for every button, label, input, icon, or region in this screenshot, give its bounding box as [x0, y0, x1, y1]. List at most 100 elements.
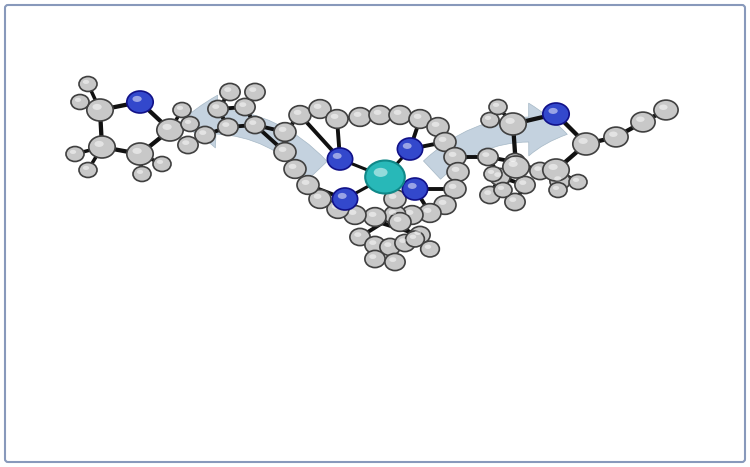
Ellipse shape — [394, 217, 401, 222]
Ellipse shape — [550, 172, 570, 190]
Ellipse shape — [157, 160, 164, 164]
Ellipse shape — [636, 116, 644, 122]
Ellipse shape — [388, 194, 397, 199]
Ellipse shape — [444, 180, 466, 198]
Ellipse shape — [92, 104, 102, 110]
Ellipse shape — [424, 245, 431, 249]
Ellipse shape — [515, 177, 535, 194]
Ellipse shape — [573, 178, 579, 182]
Ellipse shape — [493, 103, 500, 107]
Ellipse shape — [349, 210, 356, 215]
Ellipse shape — [350, 228, 370, 246]
Ellipse shape — [369, 240, 376, 245]
Ellipse shape — [388, 210, 397, 215]
Ellipse shape — [578, 138, 588, 144]
Ellipse shape — [133, 167, 151, 182]
Ellipse shape — [326, 110, 348, 128]
Ellipse shape — [549, 183, 567, 198]
Ellipse shape — [327, 200, 349, 219]
Ellipse shape — [414, 230, 422, 235]
Ellipse shape — [94, 141, 104, 147]
Ellipse shape — [212, 104, 219, 109]
Ellipse shape — [380, 239, 400, 255]
Ellipse shape — [338, 193, 346, 199]
Ellipse shape — [181, 117, 199, 132]
Ellipse shape — [178, 136, 198, 154]
Ellipse shape — [70, 150, 76, 154]
Ellipse shape — [79, 77, 97, 92]
Ellipse shape — [182, 140, 189, 145]
Ellipse shape — [509, 157, 516, 162]
Ellipse shape — [88, 136, 116, 158]
Ellipse shape — [136, 170, 143, 174]
Ellipse shape — [235, 99, 255, 115]
Ellipse shape — [82, 80, 89, 84]
Ellipse shape — [297, 176, 319, 194]
Ellipse shape — [500, 113, 526, 135]
Ellipse shape — [399, 238, 406, 243]
Ellipse shape — [419, 204, 441, 222]
Ellipse shape — [434, 196, 456, 214]
Ellipse shape — [365, 236, 385, 254]
Ellipse shape — [389, 257, 396, 262]
Ellipse shape — [409, 110, 431, 128]
FancyArrowPatch shape — [178, 95, 327, 178]
Ellipse shape — [127, 91, 153, 113]
Ellipse shape — [195, 127, 215, 143]
Ellipse shape — [220, 84, 240, 100]
Ellipse shape — [569, 175, 587, 190]
Ellipse shape — [401, 205, 423, 224]
Ellipse shape — [481, 113, 499, 127]
Ellipse shape — [439, 200, 446, 205]
Ellipse shape — [503, 156, 530, 178]
Ellipse shape — [177, 106, 183, 110]
Ellipse shape — [289, 106, 311, 124]
Ellipse shape — [410, 234, 416, 239]
Ellipse shape — [604, 127, 628, 147]
Ellipse shape — [414, 114, 422, 119]
Ellipse shape — [365, 250, 385, 268]
Ellipse shape — [530, 163, 550, 180]
Ellipse shape — [384, 242, 392, 247]
Ellipse shape — [573, 133, 599, 155]
Ellipse shape — [447, 163, 469, 181]
Ellipse shape — [534, 166, 542, 171]
Ellipse shape — [389, 212, 411, 231]
Ellipse shape — [133, 96, 142, 102]
Ellipse shape — [245, 116, 265, 134]
Ellipse shape — [394, 110, 401, 115]
Ellipse shape — [87, 99, 113, 121]
Ellipse shape — [374, 110, 382, 115]
Ellipse shape — [480, 186, 500, 204]
Ellipse shape — [163, 124, 172, 130]
Ellipse shape — [369, 212, 376, 217]
Ellipse shape — [279, 147, 286, 152]
Ellipse shape — [279, 127, 286, 132]
Ellipse shape — [218, 119, 238, 135]
Ellipse shape — [448, 152, 457, 157]
Ellipse shape — [543, 103, 569, 125]
Ellipse shape — [444, 148, 466, 166]
Ellipse shape — [245, 84, 265, 100]
Ellipse shape — [66, 147, 84, 162]
Ellipse shape — [274, 123, 296, 142]
Ellipse shape — [494, 183, 512, 198]
Ellipse shape — [331, 114, 338, 119]
Ellipse shape — [309, 99, 331, 118]
Ellipse shape — [406, 231, 424, 247]
Ellipse shape — [406, 210, 413, 215]
Ellipse shape — [484, 167, 502, 182]
Ellipse shape — [489, 99, 507, 114]
Ellipse shape — [302, 180, 310, 185]
Ellipse shape — [434, 133, 456, 151]
Ellipse shape — [274, 142, 296, 162]
Ellipse shape — [432, 122, 439, 127]
Ellipse shape — [249, 120, 256, 125]
Ellipse shape — [484, 116, 491, 120]
Ellipse shape — [239, 102, 246, 107]
Ellipse shape — [395, 234, 415, 252]
Ellipse shape — [82, 166, 89, 170]
Ellipse shape — [482, 152, 489, 157]
Ellipse shape — [349, 108, 371, 127]
FancyArrowPatch shape — [424, 103, 567, 179]
